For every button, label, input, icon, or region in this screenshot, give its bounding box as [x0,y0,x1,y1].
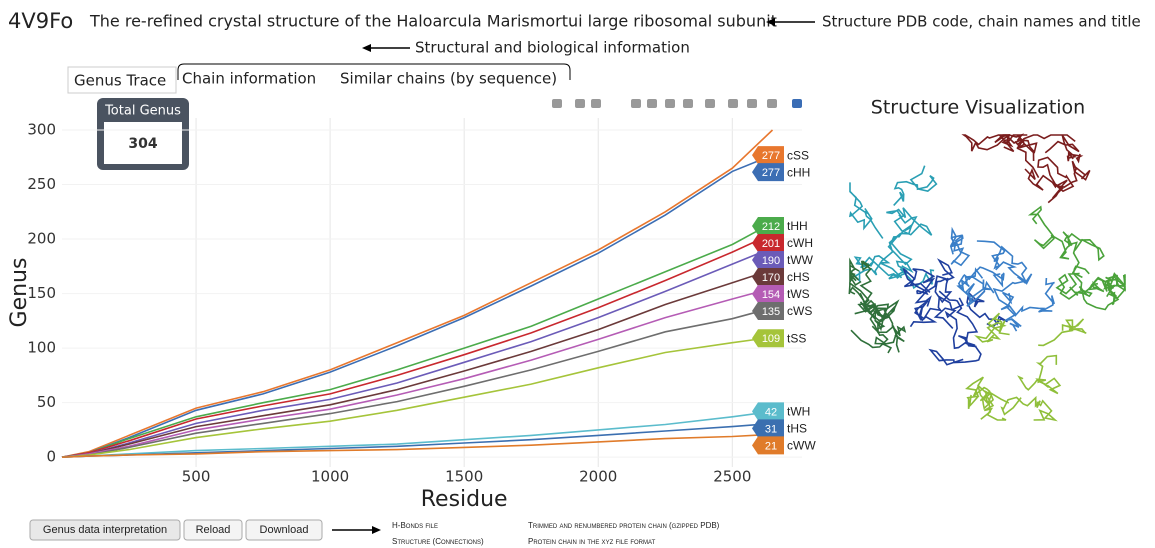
total-genus-label: Total Genus [104,104,181,119]
series-line [62,308,773,457]
legend-label: cHS [787,270,810,284]
badge-value: 135 [762,306,780,318]
toolbar-icon [747,99,757,108]
structure-strand [931,336,981,365]
badge-value: 154 [762,289,780,301]
badge-value: 201 [762,238,780,250]
badge-value: 21 [765,440,777,452]
toolbar-icon [631,99,641,108]
structure-strand [959,267,1004,290]
y-tick-label: 250 [27,175,56,193]
toolbar-icon [728,99,738,108]
toolbar-icon [792,99,802,108]
toolbar-icon [705,99,715,108]
structure-strand [1030,207,1072,259]
structure-strand [850,182,883,238]
total-genus-value: 304 [128,136,157,152]
x-tick-label: 500 [182,468,211,486]
badge-value: 277 [762,167,780,179]
badge-value: 170 [762,272,780,284]
structure-visualization [849,135,1125,420]
x-tick-label: 2000 [579,468,617,486]
legend-label: cSS [787,148,809,162]
legend-label: cWW [787,439,816,453]
y-tick-label: 100 [27,339,56,357]
x-tick-label: 2500 [713,468,751,486]
button-label[interactable]: Download [260,524,309,536]
file-link[interactable]: H-Bonds file [392,521,438,530]
tab[interactable]: Similar chains (by sequence) [340,70,557,88]
legend-label: tWS [787,287,810,301]
legend-label: tHH [787,219,808,233]
visualization-title: Structure Visualization [871,97,1085,119]
tab[interactable]: Genus Trace [74,72,166,90]
arrow-head [362,44,371,52]
annotation: Structural and biological information [415,39,690,57]
series-line [62,155,773,457]
file-link[interactable]: Trimmed and renumbered protein chain (gz… [528,521,720,530]
toolbar-icon [665,99,675,108]
legend-label: tWH [787,405,810,419]
badge-value: 190 [762,255,780,267]
arrow-head [372,526,381,534]
structure-strand [1019,356,1060,394]
file-link[interactable]: Protein chain in the xyz file format [528,537,656,546]
legend-label: cWH [787,236,813,250]
legend-label: tWW [787,253,814,267]
toolbar-icon [575,99,585,108]
tab[interactable]: Chain information [182,70,316,88]
toolbar [552,99,802,108]
structure-strand [1002,397,1055,420]
legend-label: tHS [787,422,807,436]
toolbar-icon [552,99,562,108]
structure-strand [951,230,969,266]
badge-value: 31 [765,423,777,435]
legend-label: cWS [787,304,812,318]
legend-label: tSS [787,331,806,345]
y-tick-label: 300 [27,120,56,138]
structure-strand [1038,157,1073,202]
x-axis-label: Residue [421,487,508,512]
file-link[interactable]: Structure (Connections) [392,537,484,546]
chart: GenusResidue5001000150020002500050100150… [7,118,816,512]
toolbar-icon [591,99,601,108]
badge-value: 277 [762,150,780,162]
badge-value: 212 [762,221,780,233]
structure-strand [964,135,1011,151]
annotation: Structure PDB code, chain names and titl… [822,13,1141,31]
y-tick-label: 150 [27,284,56,302]
badge-value: 42 [765,406,777,418]
y-tick-label: 50 [37,393,56,411]
y-tick-label: 0 [46,448,56,466]
toolbar-icon [767,99,777,108]
structure-strand [894,166,937,206]
button-label[interactable]: Genus data interpretation [43,524,167,536]
y-tick-label: 200 [27,230,56,248]
toolbar-icon [683,99,693,108]
page: 4V9Fo The re-refined crystal structure o… [0,0,1155,548]
x-tick-label: 1500 [445,468,483,486]
structure-strand [1045,135,1081,161]
button-label[interactable]: Reload [196,524,231,536]
x-tick-label: 1000 [311,468,349,486]
structure-strand [1063,232,1104,278]
structure-title: The re-refined crystal structure of the … [89,12,777,31]
legend-label: cHH [787,165,810,179]
badge-value: 109 [762,333,780,345]
pdb-code: 4V9Fo [8,9,73,33]
structure-strand [977,313,1010,342]
toolbar-icon [647,99,657,108]
structure-strand [1038,319,1086,346]
structure-strand [974,386,1009,420]
